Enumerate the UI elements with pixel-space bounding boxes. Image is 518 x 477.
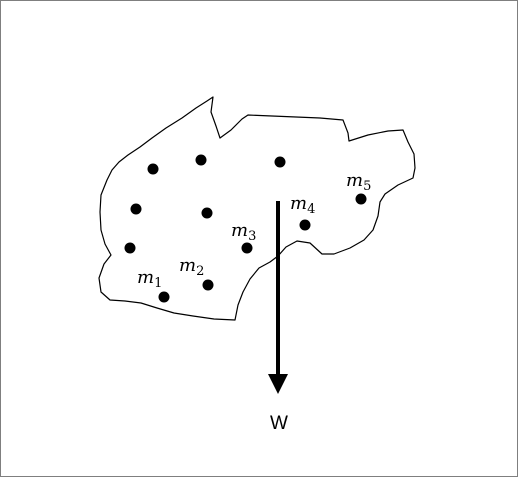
mass-point-m1 [158,291,170,303]
body-outline [98,96,416,321]
weight-arrow [268,201,288,394]
mass-point [147,163,159,175]
mass-points [124,154,367,303]
mass-label-m3: m3 [231,220,256,244]
mass-label-m1: m1 [137,267,162,291]
mass-point-m3 [241,242,253,254]
mass-point [201,207,213,219]
mass-point [130,203,142,215]
mass-label-m5: m5 [346,170,371,194]
weight-label: W [270,413,288,434]
mass-point-m5 [355,193,367,205]
mass-label-m4: m4 [290,193,315,217]
mass-point [274,156,286,168]
mass-point [124,242,136,254]
weight-arrow-head [268,374,288,394]
mass-label-m2: m2 [179,255,204,279]
mass-point-m2 [202,279,214,291]
mass-point [195,154,207,166]
mass-point-m4 [299,219,311,231]
